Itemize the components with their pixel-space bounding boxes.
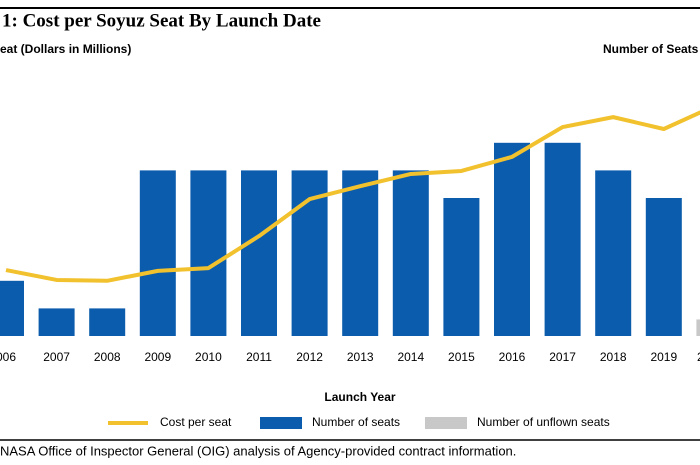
chart-title: 1: Cost per Soyuz Seat By Launch Date bbox=[2, 10, 321, 31]
legend-swatch bbox=[425, 417, 467, 429]
legend-label: Number of unflown seats bbox=[477, 415, 610, 429]
x-tick-label: 2009 bbox=[144, 350, 171, 364]
source-note: NASA Office of Inspector General (OIG) a… bbox=[0, 443, 516, 458]
bar bbox=[139, 170, 176, 336]
x-tick-label: 2012 bbox=[296, 350, 323, 364]
x-tick-label: 2017 bbox=[549, 350, 576, 364]
bar bbox=[696, 319, 700, 336]
x-tick-label: 2010 bbox=[195, 350, 222, 364]
bar bbox=[38, 308, 75, 336]
x-tick-label: 2008 bbox=[94, 350, 121, 364]
x-tick-label: 006 bbox=[0, 350, 16, 364]
x-tick-label: 2007 bbox=[43, 350, 70, 364]
legend-label: Cost per seat bbox=[160, 415, 232, 429]
bar bbox=[342, 170, 379, 336]
legend: Cost per seat Number of seats Number of un… bbox=[108, 415, 610, 429]
x-tick-label: 2011 bbox=[246, 350, 272, 364]
x-tick-label: 2016 bbox=[499, 350, 526, 364]
x-tick-label: 2013 bbox=[347, 350, 374, 364]
bar bbox=[595, 170, 632, 336]
legend-label: Number of seats bbox=[312, 415, 400, 429]
y2-axis-label: Number of Seats bbox=[603, 42, 699, 56]
x-tick-label: 2015 bbox=[448, 350, 475, 364]
x-tick-label: 2019 bbox=[650, 350, 677, 364]
bar bbox=[494, 142, 530, 336]
bar bbox=[392, 170, 429, 336]
bar bbox=[0, 280, 24, 336]
legend-swatch bbox=[260, 417, 302, 429]
x-tick-label: 2018 bbox=[600, 350, 627, 364]
bar bbox=[544, 142, 581, 336]
bar bbox=[645, 198, 682, 336]
bar bbox=[190, 170, 227, 336]
y-axis-label: eat (Dollars in Millions) bbox=[0, 42, 131, 56]
x-tick-label: 2014 bbox=[397, 350, 424, 364]
x-axis-label: Launch Year bbox=[324, 390, 395, 404]
x-tick-label: 2 bbox=[697, 350, 700, 364]
bar bbox=[443, 198, 480, 336]
cost-line bbox=[5, 110, 700, 283]
bar bbox=[241, 170, 277, 336]
bar bbox=[89, 308, 126, 336]
